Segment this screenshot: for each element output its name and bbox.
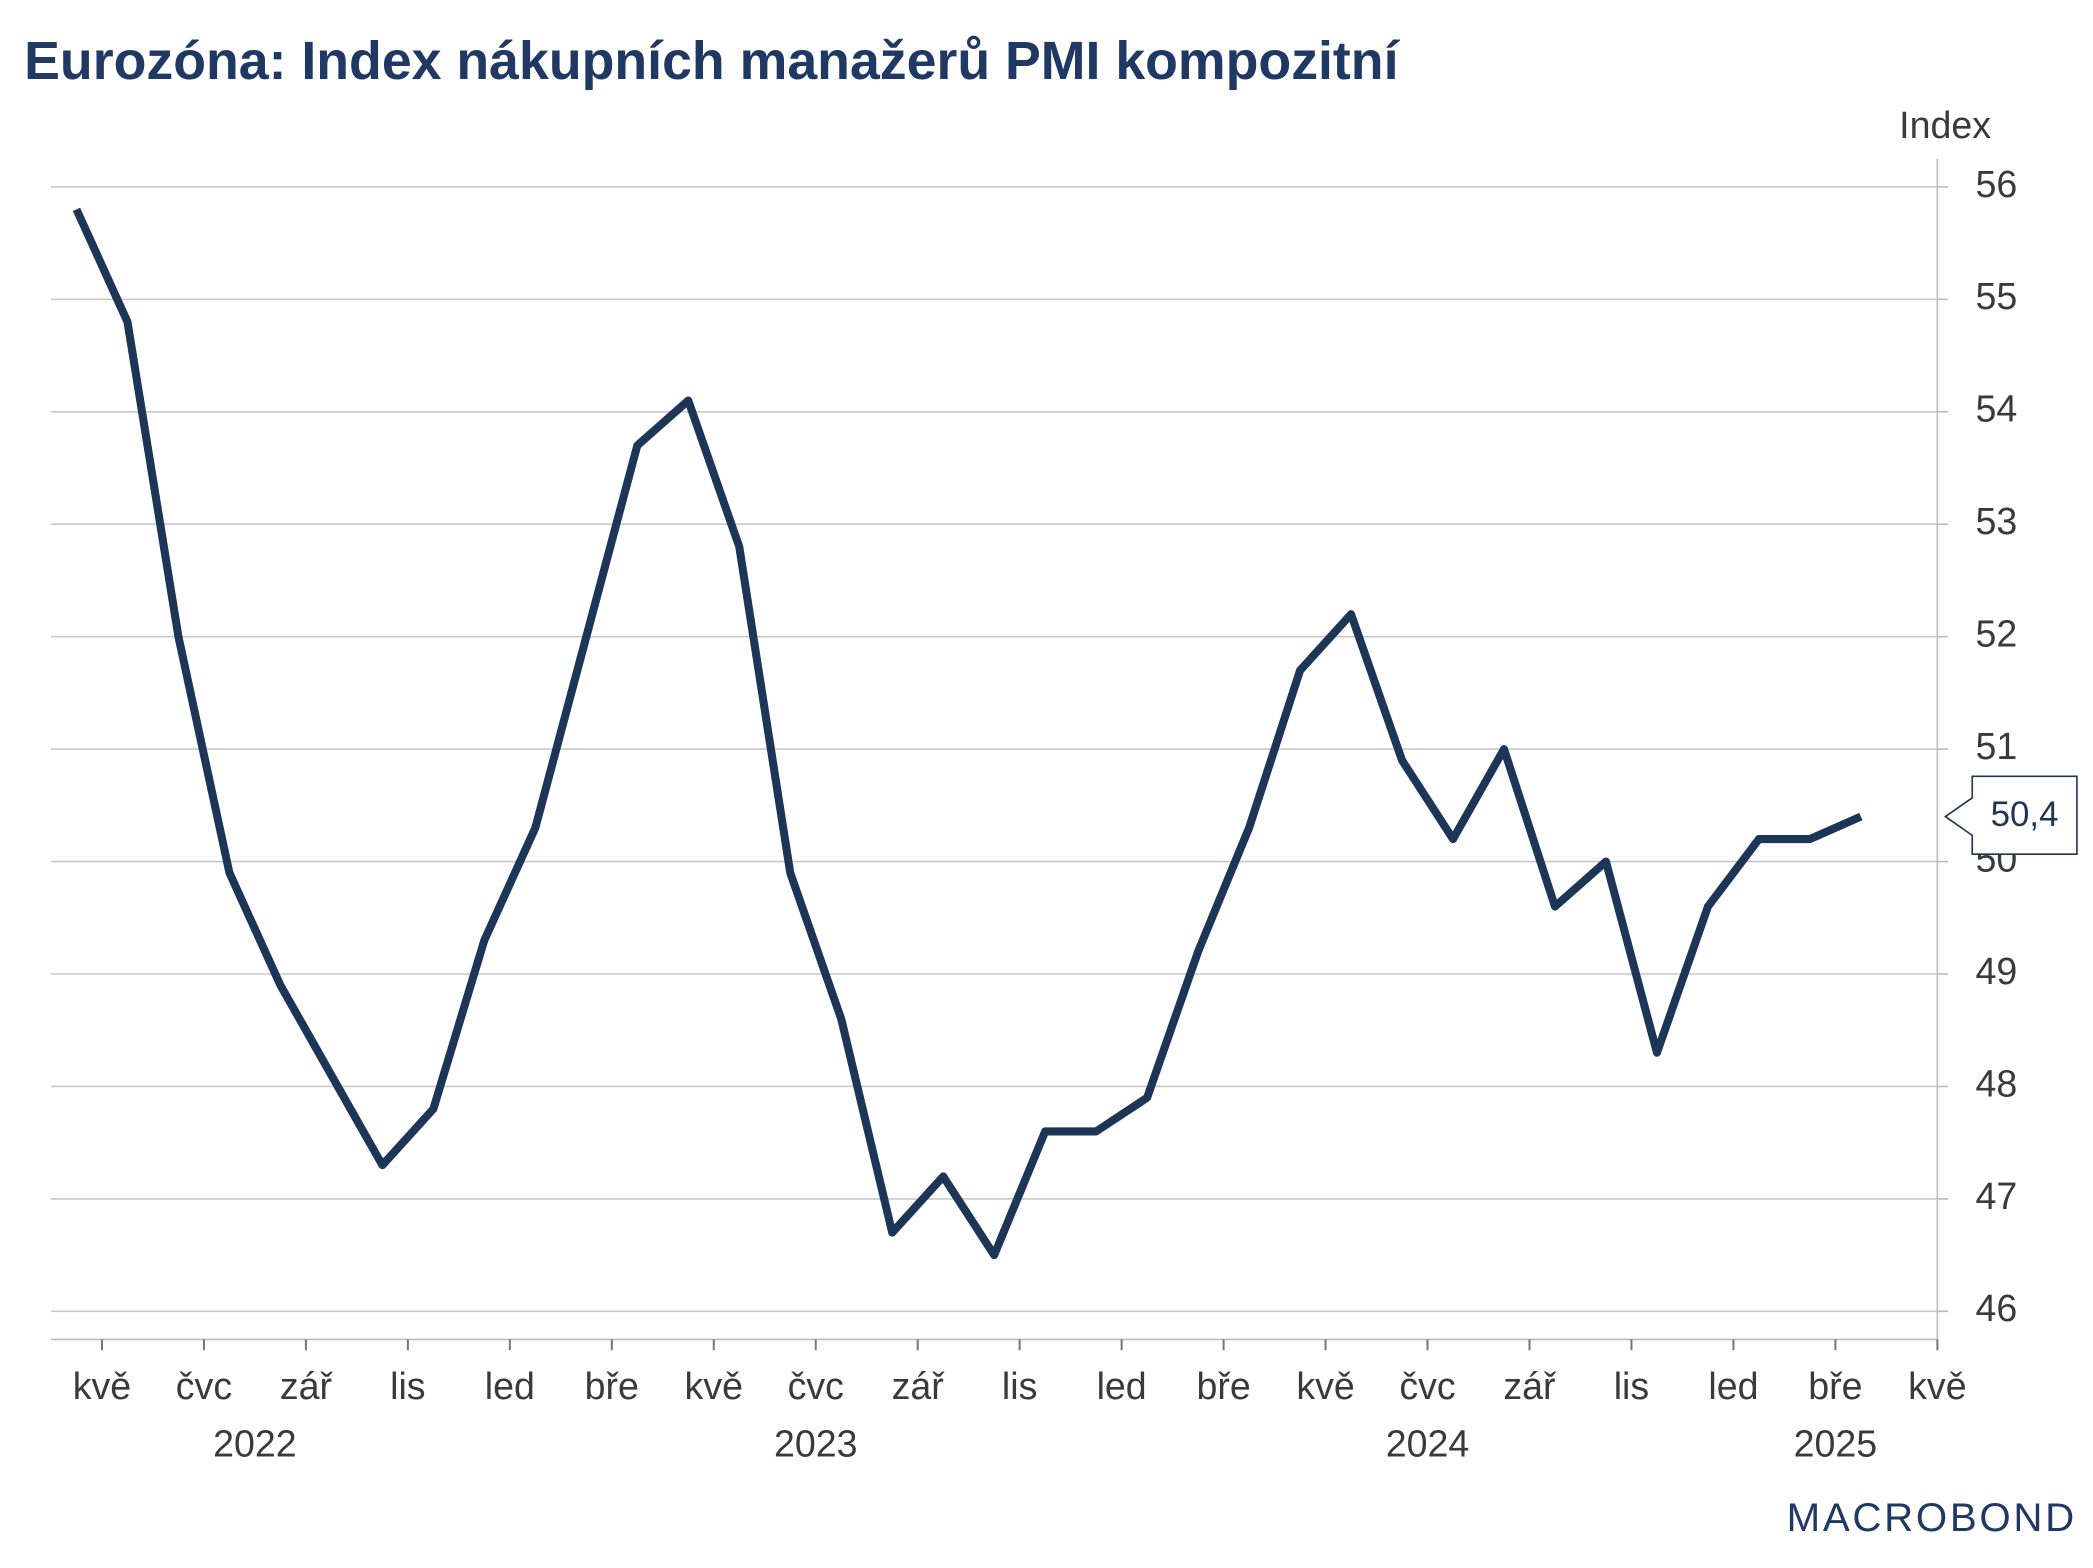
x-tick-label: lis	[390, 1365, 425, 1407]
value-callout-label: 50,4	[1991, 795, 2059, 834]
year-label: 2025	[1794, 1423, 1878, 1465]
x-tick-label: lis	[1614, 1365, 1649, 1407]
x-tick-label: zář	[280, 1365, 334, 1407]
x-tick-label: zář	[1503, 1365, 1557, 1407]
value-callout	[1944, 775, 2078, 855]
x-tick-label: led	[485, 1365, 535, 1407]
x-tick-label: čvc	[1399, 1365, 1455, 1407]
x-tick-label: bře	[585, 1365, 639, 1407]
x-tick-label: zář	[892, 1365, 946, 1407]
year-label: 2022	[213, 1423, 297, 1465]
x-tick-label: led	[1097, 1365, 1147, 1407]
x-tick-label: bře	[1196, 1365, 1250, 1407]
y-axis-label: Index	[1899, 104, 1991, 146]
y-tick-label: 48	[1976, 1062, 2018, 1104]
y-tick-label: 47	[1976, 1175, 2018, 1217]
x-tick-label: čvc	[788, 1365, 844, 1407]
x-tick-label: kvě	[73, 1365, 131, 1407]
chart-title: Eurozóna: Index nákupních manažerů PMI k…	[24, 31, 1400, 91]
y-tick-label: 52	[1976, 613, 2018, 655]
year-label: 2024	[1386, 1423, 1470, 1465]
x-tick-label: bře	[1808, 1365, 1862, 1407]
y-tick-label: 55	[1976, 275, 2018, 317]
y-tick-label: 54	[1976, 388, 2018, 430]
x-tick-label: čvc	[176, 1365, 232, 1407]
y-tick-label: 49	[1976, 950, 2018, 992]
x-tick-label: kvě	[685, 1365, 743, 1407]
x-tick-label: kvě	[1908, 1365, 1966, 1407]
x-tick-label: kvě	[1296, 1365, 1354, 1407]
y-tick-label: 51	[1976, 725, 2018, 767]
y-tick-label: 53	[1976, 500, 2018, 542]
x-tick-label: lis	[1002, 1365, 1037, 1407]
x-tick-label: led	[1708, 1365, 1758, 1407]
year-label: 2023	[774, 1423, 858, 1465]
y-tick-label: 56	[1976, 163, 2018, 205]
source-logo: MACROBOND	[1787, 1495, 2077, 1540]
line-series	[72, 207, 1863, 1260]
y-tick-label: 46	[1976, 1287, 2018, 1329]
